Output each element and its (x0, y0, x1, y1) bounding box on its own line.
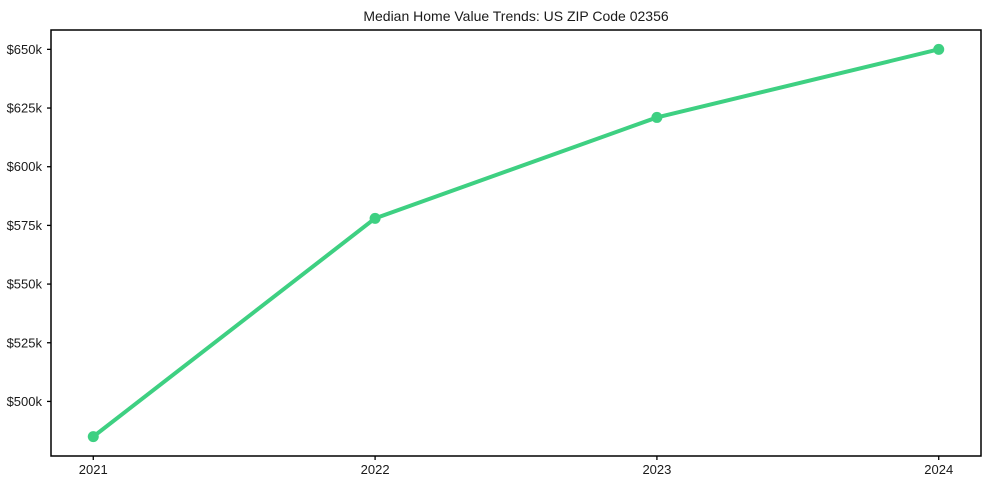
plot-border (50, 29, 982, 457)
y-tick-label: $625k (7, 101, 43, 116)
y-tick-label: $500k (7, 394, 43, 409)
trend-line (91, 47, 941, 439)
y-tick-label: $650k (7, 42, 43, 57)
x-tick-label: 2021 (79, 462, 108, 477)
x-tick-label: 2024 (924, 462, 953, 477)
y-tick-label: $550k (7, 277, 43, 292)
x-tick-label: 2022 (361, 462, 390, 477)
y-tick-label: $525k (7, 335, 43, 350)
data-point-marker (651, 111, 663, 123)
data-point-marker (369, 212, 381, 224)
chart-title: Median Home Value Trends: US ZIP Code 02… (363, 8, 669, 24)
data-point-marker (933, 43, 945, 55)
data-point-marker (87, 431, 99, 443)
y-tick-label: $600k (7, 159, 43, 174)
y-tick-label: $575k (7, 218, 43, 233)
x-tick-label: 2023 (642, 462, 671, 477)
